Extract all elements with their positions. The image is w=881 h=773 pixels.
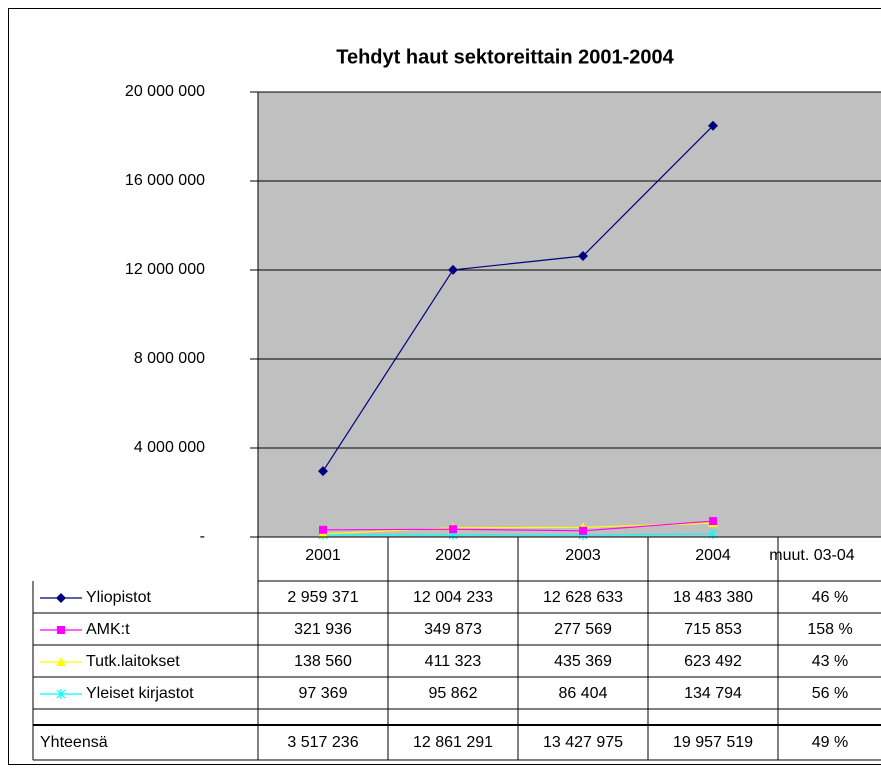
table-cell: 2 959 371	[287, 589, 358, 606]
y-tick-label: -	[200, 528, 205, 545]
marker	[56, 657, 66, 666]
marker	[708, 120, 718, 131]
table-cell: 715 853	[684, 621, 742, 638]
table-cell: 349 873	[424, 621, 482, 638]
marker	[709, 517, 717, 526]
series-line	[322, 125, 714, 472]
x-tick-label: 2001	[305, 547, 341, 564]
marker	[318, 466, 328, 477]
table-cell: 12 004 233	[413, 589, 493, 606]
y-tick-label: 16 000 000	[125, 172, 205, 189]
y-tick-label: 8 000 000	[134, 350, 205, 367]
table-cell: 18 483 380	[673, 589, 753, 606]
table-cell: 321 936	[294, 621, 352, 638]
total-cell: 19 957 519	[673, 734, 753, 751]
table-cell: 86 404	[559, 685, 608, 702]
marker	[319, 525, 327, 534]
legend-label: Yliopistot	[86, 589, 151, 606]
total-label: Yhteensä	[40, 734, 108, 751]
legend-label: AMK:t	[86, 621, 130, 638]
total-cell: 12 861 291	[413, 734, 493, 751]
chart-title: Tehdyt haut sektoreittain 2001-2004	[336, 46, 674, 68]
table-cell: 134 794	[684, 685, 742, 702]
marker	[448, 264, 458, 275]
x-tick-label: 2003	[565, 547, 601, 564]
table-cell: 411 323	[425, 653, 482, 670]
marker	[578, 251, 588, 262]
table-cell: 277 569	[554, 621, 612, 638]
x-tick-label: 2004	[695, 547, 731, 564]
change-cell: 46 %	[812, 589, 848, 606]
series-line	[322, 533, 714, 536]
y-tick-label: 20 000 000	[125, 83, 205, 100]
change-header: muut. 03-04	[769, 547, 854, 564]
marker	[57, 626, 65, 634]
y-tick-label: 12 000 000	[125, 261, 205, 278]
table-cell: 435 369	[554, 653, 612, 670]
series-line	[322, 522, 714, 535]
x-tick-label: 2002	[435, 547, 471, 564]
total-cell: 3 517 236	[287, 734, 358, 751]
table-cell: 138 560	[294, 653, 352, 670]
change-cell: 56 %	[812, 685, 848, 702]
table-cell: 97 369	[299, 685, 348, 702]
plot-area	[258, 92, 881, 537]
total-cell: 13 427 975	[543, 734, 623, 751]
table-cell: 95 862	[429, 685, 478, 702]
legend-label: Tutk.laitokset	[86, 653, 180, 670]
total-change: 49 %	[812, 734, 848, 751]
table-cell: 12 628 633	[543, 589, 623, 606]
change-cell: 43 %	[812, 653, 848, 670]
y-tick-label: 4 000 000	[134, 439, 205, 456]
marker	[56, 593, 66, 603]
marker	[56, 689, 66, 699]
marker	[579, 526, 587, 535]
legend-label: Yleiset kirjastot	[86, 685, 194, 702]
series-line	[322, 520, 714, 532]
marker	[449, 525, 457, 534]
table-cell: 623 492	[684, 653, 742, 670]
change-cell: 158 %	[807, 621, 852, 638]
